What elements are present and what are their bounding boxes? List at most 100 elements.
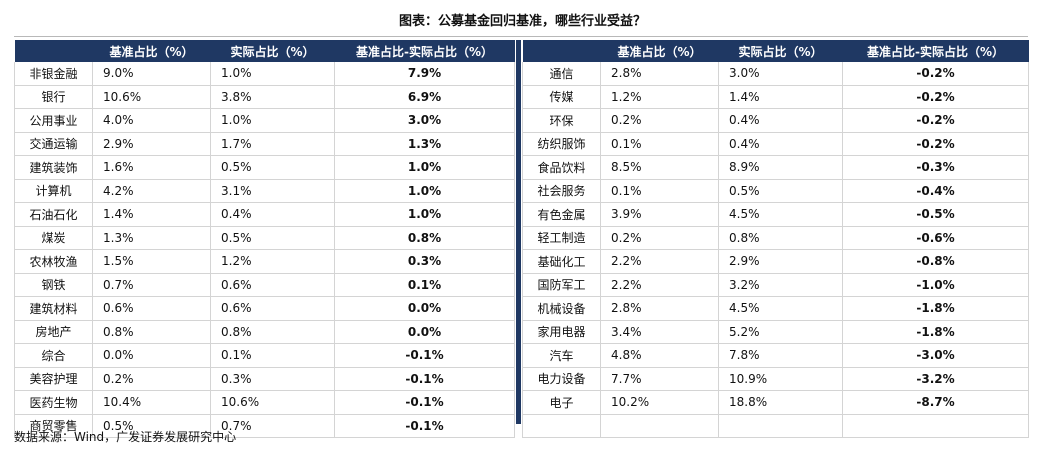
industry-cell: 社会服务 [522,179,601,203]
benchmark-cell: 0.0% [92,343,211,368]
table-header-row: 基准占比（%） 实际占比（%） 基准占比-实际占比（%） [14,40,515,62]
industry-cell: 农林牧渔 [14,249,93,274]
header-benchmark: 基准占比（%） [600,40,719,62]
industry-cell: 商贸零售 [14,414,93,438]
benchmark-cell: 4.2% [92,179,211,203]
actual-cell: 3.1% [210,179,335,203]
actual-cell: 0.4% [210,202,335,227]
header-actual: 实际占比（%） [718,40,843,62]
actual-cell: 7.8% [718,343,843,368]
industry-cell: 电力设备 [522,367,601,391]
diff-cell: -1.0% [842,273,1029,297]
industry-cell: 非银金融 [14,62,93,86]
table-row [522,414,1029,438]
industry-cell: 有色金属 [522,202,601,227]
actual-cell: 0.6% [210,296,335,321]
benchmark-cell: 10.2% [600,390,719,415]
industry-cell: 公用事业 [14,108,93,133]
industry-cell: 综合 [14,343,93,368]
actual-cell: 3.0% [718,62,843,86]
benchmark-cell: 4.8% [600,343,719,368]
table-row: 国防军工 2.2% 3.2% -1.0% [522,273,1029,297]
benchmark-cell: 1.2% [600,85,719,109]
table-row: 环保 0.2% 0.4% -0.2% [522,108,1029,133]
industry-cell: 通信 [522,62,601,86]
actual-cell: 18.8% [718,390,843,415]
table-row: 医药生物 10.4% 10.6% -0.1% [14,390,515,415]
table-row: 煤炭 1.3% 0.5% 0.8% [14,226,515,250]
diff-cell: 3.0% [334,108,515,133]
table-row: 电力设备 7.7% 10.9% -3.2% [522,367,1029,391]
benchmark-cell: 9.0% [92,62,211,86]
table-row: 通信 2.8% 3.0% -0.2% [522,62,1029,86]
industry-cell: 轻工制造 [522,226,601,250]
table-row: 汽车 4.8% 7.8% -3.0% [522,343,1029,368]
diff-cell: 0.8% [334,226,515,250]
table-row: 农林牧渔 1.5% 1.2% 0.3% [14,249,515,274]
industry-cell: 家用电器 [522,320,601,344]
chart-title: 图表：公募基金回归基准，哪些行业受益？ [398,14,646,29]
benchmark-cell: 0.5% [92,414,211,438]
industry-cell: 机械设备 [522,296,601,321]
actual-cell: 0.7% [210,414,335,438]
header-diff: 基准占比-实际占比（%） [334,40,515,62]
diff-cell: -0.1% [334,367,515,391]
header-actual: 实际占比（%） [210,40,335,62]
actual-cell: 1.7% [210,132,335,156]
benchmark-cell: 0.2% [600,226,719,250]
industry-cell: 医药生物 [14,390,93,415]
actual-cell: 5.2% [718,320,843,344]
diff-cell: 0.0% [334,320,515,344]
diff-cell: -3.2% [842,367,1029,391]
actual-cell: 1.2% [210,249,335,274]
benchmark-cell: 0.6% [92,296,211,321]
industry-cell [522,414,601,438]
actual-cell: 10.6% [210,390,335,415]
table-row: 美容护理 0.2% 0.3% -0.1% [14,367,515,391]
industry-cell: 电子 [522,390,601,415]
diff-cell: -3.0% [842,343,1029,368]
industry-cell: 房地产 [14,320,93,344]
benchmark-cell: 1.5% [92,249,211,274]
actual-cell: 1.0% [210,108,335,133]
title-divider [14,36,1028,37]
benchmark-cell: 0.1% [600,179,719,203]
benchmark-cell: 2.8% [600,62,719,86]
industry-cell: 交通运输 [14,132,93,156]
table-row: 房地产 0.8% 0.8% 0.0% [14,320,515,344]
industry-table-left: 基准占比（%） 实际占比（%） 基准占比-实际占比（%） 非银金融 9.0% 1.0… [14,40,515,438]
actual-cell: 4.5% [718,202,843,227]
actual-cell: 3.2% [718,273,843,297]
benchmark-cell: 0.2% [92,367,211,391]
diff-cell: -1.8% [842,296,1029,321]
table-divider [516,40,521,424]
benchmark-cell: 1.4% [92,202,211,227]
diff-cell: -0.3% [842,155,1029,180]
industry-cell: 食品饮料 [522,155,601,180]
header-diff: 基准占比-实际占比（%） [842,40,1029,62]
table-row: 社会服务 0.1% 0.5% -0.4% [522,179,1029,203]
diff-cell: -0.6% [842,226,1029,250]
industry-cell: 钢铁 [14,273,93,297]
actual-cell: 1.0% [210,62,335,86]
actual-cell: 0.5% [210,226,335,250]
benchmark-cell: 0.2% [600,108,719,133]
diff-cell: -0.8% [842,249,1029,274]
header-benchmark: 基准占比（%） [92,40,211,62]
actual-cell: 3.8% [210,85,335,109]
benchmark-cell: 3.4% [600,320,719,344]
table-row: 基础化工 2.2% 2.9% -0.8% [522,249,1029,274]
industry-cell: 环保 [522,108,601,133]
benchmark-cell: 0.1% [600,132,719,156]
actual-cell: 1.4% [718,85,843,109]
industry-cell: 银行 [14,85,93,109]
header-industry [14,40,93,62]
table-row: 综合 0.0% 0.1% -0.1% [14,343,515,368]
diff-cell: 6.9% [334,85,515,109]
benchmark-cell: 0.7% [92,273,211,297]
table-row: 非银金融 9.0% 1.0% 7.9% [14,62,515,86]
industry-cell: 计算机 [14,179,93,203]
industry-cell: 汽车 [522,343,601,368]
table-row: 建筑装饰 1.6% 0.5% 1.0% [14,155,515,180]
benchmark-cell [600,414,719,438]
